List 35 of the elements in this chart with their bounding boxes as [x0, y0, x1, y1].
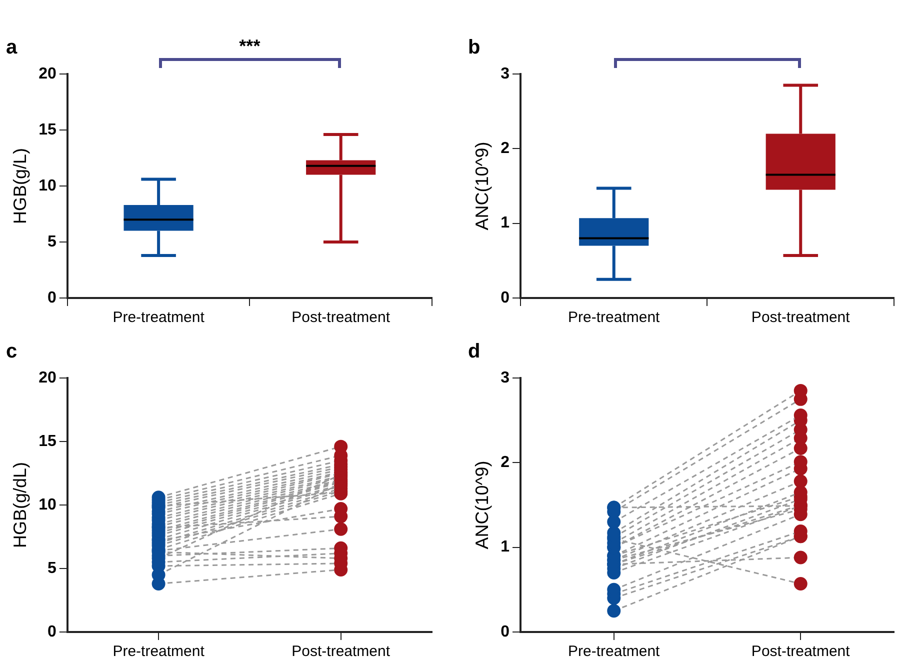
x-tick-label: Post-treatment — [292, 309, 391, 326]
y-tick-label: 20 — [38, 369, 56, 386]
y-tick-label: 2 — [500, 140, 510, 158]
chart-title: c — [6, 340, 18, 363]
chart-title: b — [468, 36, 480, 59]
y-tick-label: 0 — [47, 289, 56, 306]
y-axis-title: HGB(g/L) — [10, 148, 30, 224]
chart-title: a — [6, 36, 18, 59]
x-tick-label: Post-treatment — [751, 643, 851, 660]
text: *** — [239, 36, 260, 57]
y-tick-label: 10 — [38, 496, 56, 514]
y-axis-title: HGB(g/dL) — [10, 462, 30, 548]
y-tick-label: 5 — [47, 233, 56, 250]
x-tick-label: Post-treatment — [751, 309, 851, 326]
y-tick-label: 0 — [500, 623, 510, 640]
y-tick-label: 0 — [500, 289, 510, 306]
y-tick-label: 20 — [38, 65, 56, 82]
y-tick-label: 2 — [500, 454, 510, 472]
y-tick-label: 1 — [500, 538, 510, 556]
x-tick-label: Pre-treatment — [112, 309, 206, 326]
y-tick-label: 15 — [38, 432, 56, 450]
y-tick-label: 3 — [500, 65, 510, 82]
y-tick-label: 5 — [47, 560, 56, 577]
y-tick-label: 1 — [500, 214, 510, 232]
chart-title: d — [468, 340, 480, 363]
x-tick-label: Pre-treatment — [568, 643, 661, 660]
y-tick-label: 0 — [47, 623, 56, 640]
x-tick-label: Pre-treatment — [568, 309, 661, 326]
y-axis-title: ANC(10^9) — [472, 460, 492, 550]
y-tick-label: 15 — [38, 121, 56, 138]
y-axis-title: ANC(10^9) — [472, 142, 492, 230]
x-tick-label: Post-treatment — [292, 643, 391, 660]
y-tick-label: 3 — [500, 369, 510, 386]
y-tick-label: 10 — [38, 177, 56, 194]
x-tick-label: Pre-treatment — [112, 643, 206, 660]
